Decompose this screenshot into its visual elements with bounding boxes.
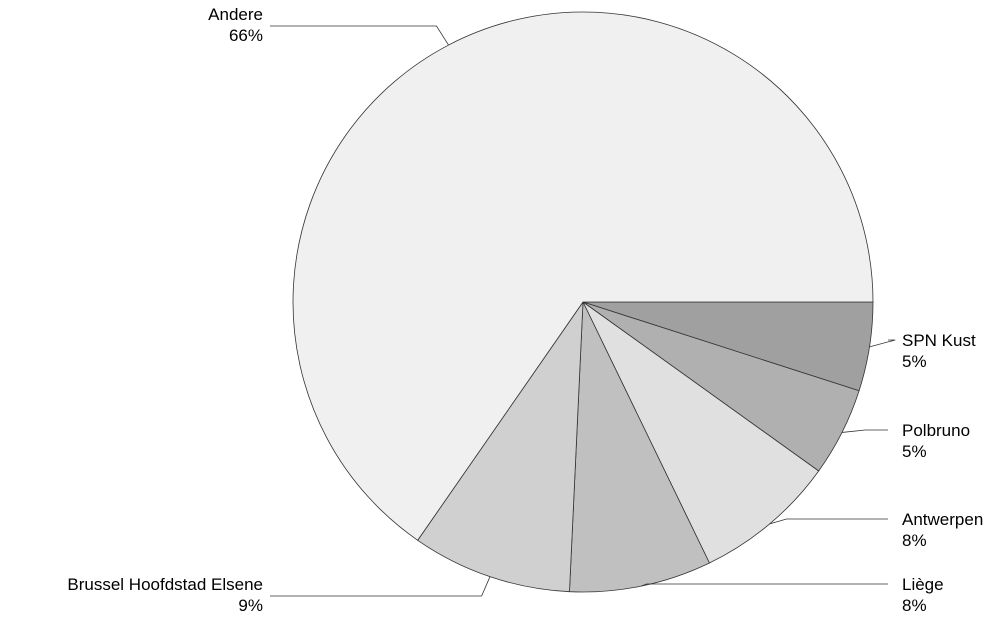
slice-label-name-2: Polbruno [902,421,970,440]
slice-label-name-6: Andere [208,5,263,24]
pie-slices [292,11,874,593]
slice-label-name-1: SPN Kust [902,331,976,350]
slice-label-percent-3: 8% [902,531,927,550]
leader-line-6 [270,25,449,46]
slice-label-percent-4: 8% [902,596,927,615]
leader-line-5 [270,576,491,597]
slice-label-percent-5: 9% [238,596,263,615]
slice-label-percent-2: 5% [902,442,927,461]
leader-line-4 [641,583,888,587]
slice-label-percent-1: 5% [902,352,927,371]
leader-line-2 [841,429,888,433]
pie-labels: SPN Kust 5% Polbruno 5% Antwerpen 8% Liège 8% Br… [67,5,983,615]
slice-label-name-4: Liège [902,575,944,594]
leader-line-1 [869,339,896,348]
slice-label-name-3: Antwerpen [902,510,983,529]
leader-line-3 [769,518,888,525]
pie-slice-3 [582,301,820,564]
slice-label-percent-6: 66% [229,26,263,45]
slice-label-name-5: Brussel Hoofdstad Elsene [67,575,263,594]
pie-slice-5 [417,300,584,593]
